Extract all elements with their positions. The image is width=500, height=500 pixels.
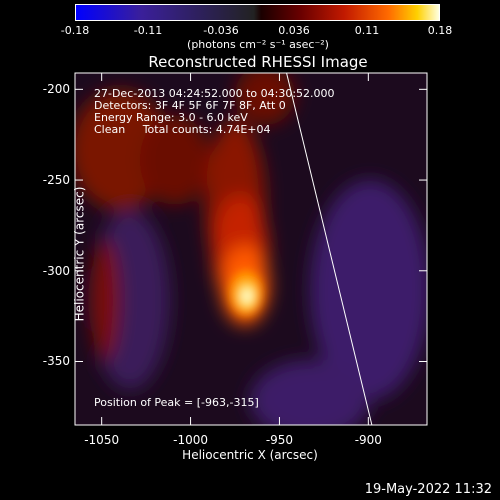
info-time: 27-Dec-2013 04:24:52.000 to 04:30:52.000: [94, 87, 335, 100]
x-axis-ticks: [101, 73, 369, 425]
y-tick-label: -350: [42, 354, 70, 369]
info-clean: Clean Total counts: 4.74E+04: [94, 123, 271, 136]
footer-date: 19-May-2022 11:32: [364, 482, 492, 497]
colorbar-tick: -0.11: [133, 24, 163, 37]
x-tick-label: -900: [354, 433, 382, 447]
x-axis-label: Heliocentric X (arcsec): [182, 448, 318, 462]
colorbar-tick: 0.11: [354, 24, 380, 37]
colorbar-units: (photons cm⁻² s⁻¹ asec⁻²): [187, 38, 329, 51]
peak-position: Position of Peak = [-963,-315]: [94, 396, 259, 409]
colorbar: [75, 4, 440, 21]
info-energy: Energy Range: 3.0 - 6.0 keV: [94, 111, 248, 124]
y-tick-label: -250: [42, 173, 70, 188]
x-tick-label: -950: [265, 433, 294, 447]
heatmap-image: [75, 73, 427, 425]
limb-line: [286, 73, 373, 425]
y-axis-ticks: [75, 88, 427, 362]
colorbar-tick: 0.18: [427, 24, 453, 37]
colorbar-tick: 0.036: [278, 24, 310, 37]
plot-frame: [74, 72, 428, 426]
colorbar-tick: -0.036: [203, 24, 239, 37]
y-axis-label: Heliocentric Y (arcsec): [72, 186, 87, 322]
x-tick-label: -1000: [173, 433, 208, 447]
y-tick-label: -200: [42, 82, 70, 97]
info-detectors: Detectors: 3F 4F 5F 6F 7F 8F, Att 0: [94, 99, 286, 112]
colorbar-tick: -0.18: [60, 24, 90, 37]
chart-title: Reconstructed RHESSI Image: [148, 53, 368, 71]
y-tick-label: -300: [42, 263, 70, 278]
x-tick-label: -1050: [84, 433, 120, 447]
